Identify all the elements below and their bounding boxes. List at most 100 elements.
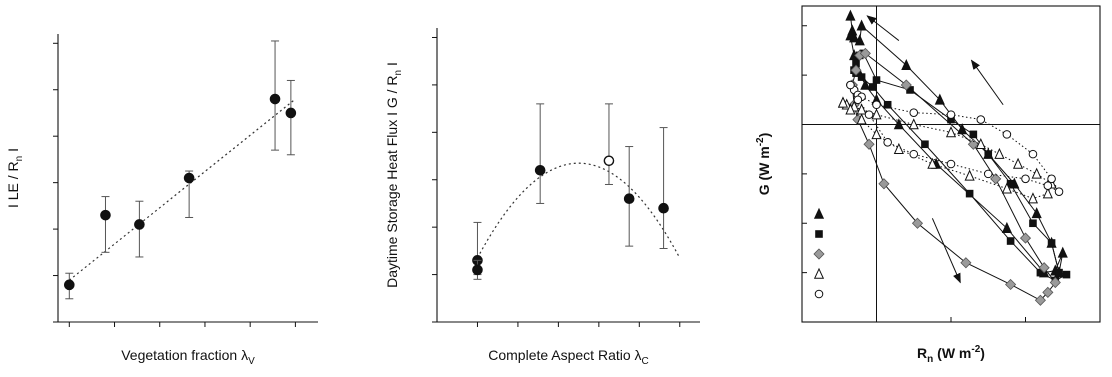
series-point xyxy=(863,138,875,150)
series-point xyxy=(893,142,904,154)
series-point xyxy=(969,130,978,139)
series-point xyxy=(1027,192,1039,204)
p1-point-u3 xyxy=(64,272,75,300)
data-marker xyxy=(134,219,145,230)
series-r2 xyxy=(846,80,1064,196)
series-point xyxy=(872,100,881,110)
data-marker xyxy=(269,93,281,105)
direction-arrow xyxy=(970,59,1004,106)
p1-point-r1 xyxy=(269,40,281,151)
series-point xyxy=(854,34,865,46)
series-point xyxy=(868,83,877,91)
p2-point-u1 xyxy=(658,127,669,249)
series-u2 xyxy=(850,49,1071,285)
p3-x-axis-label: Rn (W m-2) xyxy=(917,344,985,365)
data-marker xyxy=(534,164,546,176)
data-marker xyxy=(658,202,669,214)
p1-x-ticks xyxy=(68,322,296,327)
series-point xyxy=(1031,167,1042,179)
p1-point-u1 xyxy=(100,196,111,253)
series-point xyxy=(871,128,882,140)
series-point xyxy=(1054,187,1064,196)
p1-trend-line xyxy=(68,98,296,281)
series-point xyxy=(1062,270,1071,279)
direction-arrow xyxy=(931,218,961,284)
series-point xyxy=(964,169,975,181)
series-point xyxy=(857,73,866,81)
p1-trend-curve xyxy=(68,98,296,281)
series-point xyxy=(1055,268,1063,277)
series-point xyxy=(860,78,871,90)
series-point xyxy=(976,115,986,124)
series-point xyxy=(908,118,919,130)
series-point xyxy=(984,150,993,158)
p3-series xyxy=(837,9,1071,306)
data-marker xyxy=(623,193,635,205)
p2-point-u2 xyxy=(623,146,635,247)
series-point xyxy=(883,100,892,109)
data-marker xyxy=(285,107,297,119)
series-point xyxy=(1047,174,1056,184)
series-point xyxy=(1057,246,1068,258)
series-line xyxy=(853,52,1068,282)
series-point xyxy=(900,79,912,91)
legend-marker xyxy=(813,248,825,260)
p2-axes xyxy=(436,28,700,323)
data-marker xyxy=(472,264,483,276)
series-point xyxy=(845,29,856,41)
p2-point-s1 xyxy=(534,103,546,204)
p1-axes xyxy=(57,34,318,323)
direction-arrow xyxy=(866,15,900,41)
series-point xyxy=(965,189,974,198)
series-point xyxy=(1019,232,1032,244)
legend-item-u2 xyxy=(815,230,823,238)
series-point xyxy=(1012,157,1024,169)
series-point xyxy=(850,64,862,76)
p2-y-axis-label: Daytime Storage Heat Flux I G / Rn I xyxy=(384,62,404,288)
series-point xyxy=(1038,262,1050,274)
p1-y-axis-label: I LE / Rn I xyxy=(5,148,25,208)
series-point xyxy=(909,149,919,159)
series-point xyxy=(1043,181,1053,191)
p1-y-ticks xyxy=(53,42,58,323)
legend-marker xyxy=(815,230,823,238)
p3-legend xyxy=(813,207,825,299)
series-r1 xyxy=(837,96,1057,204)
series-point xyxy=(837,96,849,108)
p3-y-ticks xyxy=(802,25,807,323)
series-point xyxy=(960,257,972,269)
series-point xyxy=(901,58,912,71)
data-marker xyxy=(100,209,111,221)
legend-item-u1 xyxy=(813,207,825,219)
series-point xyxy=(1029,219,1037,228)
series-point xyxy=(1036,268,1045,277)
series-point xyxy=(872,76,881,84)
data-marker xyxy=(64,279,75,291)
series-point xyxy=(859,47,871,59)
series-point xyxy=(856,113,867,125)
series-point xyxy=(853,95,863,105)
legend-item-s1 xyxy=(813,248,825,260)
p3-y-axis-label: G (W m-2) xyxy=(755,133,772,196)
series-point xyxy=(893,118,904,130)
series-point xyxy=(1049,276,1061,289)
legend-marker xyxy=(814,289,824,299)
p2-trend-line xyxy=(476,162,681,259)
data-marker xyxy=(183,172,195,184)
series-point xyxy=(1006,237,1015,245)
series-point xyxy=(947,115,955,124)
data-marker xyxy=(603,155,615,167)
legend-marker xyxy=(813,267,825,279)
series-point xyxy=(1006,179,1015,188)
p1-point-r2 xyxy=(285,79,297,156)
series-point xyxy=(864,110,874,119)
series-point xyxy=(1042,187,1053,199)
p1-point-s1 xyxy=(183,170,195,218)
series-point xyxy=(1001,182,1012,194)
series-point xyxy=(1042,286,1054,298)
series-point xyxy=(946,110,956,119)
legend-item-r2 xyxy=(814,289,824,299)
p2-trend-curve xyxy=(476,162,681,259)
series-line xyxy=(849,15,1064,274)
